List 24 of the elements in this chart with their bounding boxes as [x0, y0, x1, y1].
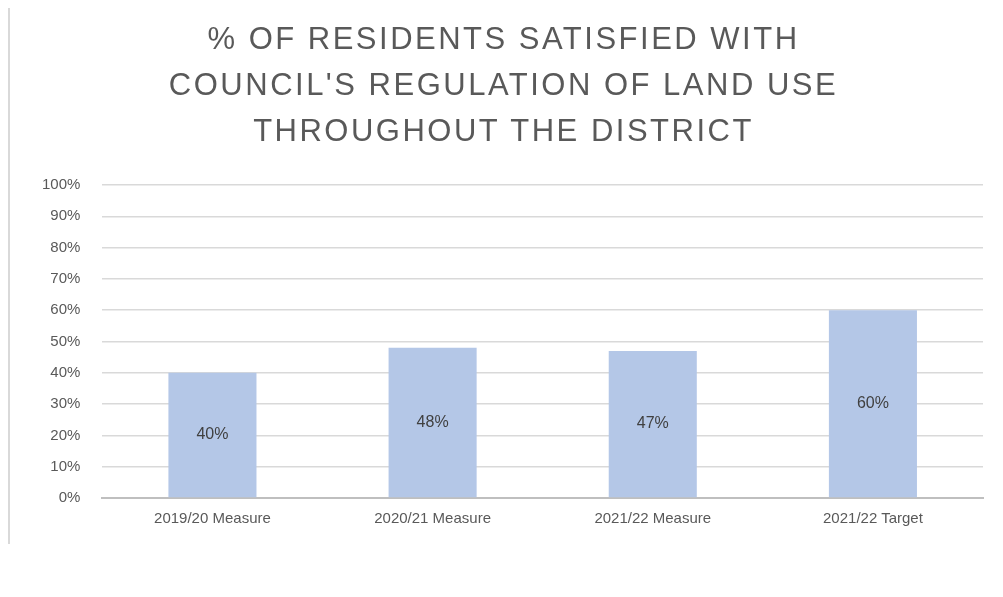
y-tick-label: 70% — [50, 269, 81, 287]
y-tick-label: 10% — [50, 456, 81, 474]
y-tick-label: 40% — [50, 362, 81, 380]
x-tick-label: 2019/20 Measure — [154, 509, 271, 527]
data-label: 60% — [856, 394, 889, 412]
y-tick-label: 0% — [58, 488, 81, 506]
y-tick-label: 60% — [50, 300, 81, 318]
bar — [388, 347, 477, 498]
x-tick-label: 2020/21 Measure — [374, 509, 491, 527]
chart-title: % OF RESIDENTS SATISFIED WITH COUNCIL'S REGULATION OF LAND USE THROUGHOUT THE DISTRICT — [167, 20, 840, 150]
x-tick-label: 2021/22 Target — [823, 509, 924, 527]
y-tick-label: 100% — [41, 175, 81, 193]
bar — [828, 310, 917, 498]
data-label: 48% — [416, 412, 449, 430]
data-label: 40% — [196, 425, 229, 443]
x-tick-label: 2021/22 Measure — [594, 509, 712, 527]
y-tick-label: 20% — [50, 425, 81, 443]
data-label: 47% — [636, 414, 669, 432]
y-tick-label: 30% — [50, 394, 81, 412]
y-tick-label: 80% — [50, 237, 81, 255]
bar — [168, 372, 257, 498]
y-tick-label: 90% — [50, 206, 81, 224]
bar — [608, 350, 697, 498]
y-tick-label: 50% — [50, 331, 81, 349]
